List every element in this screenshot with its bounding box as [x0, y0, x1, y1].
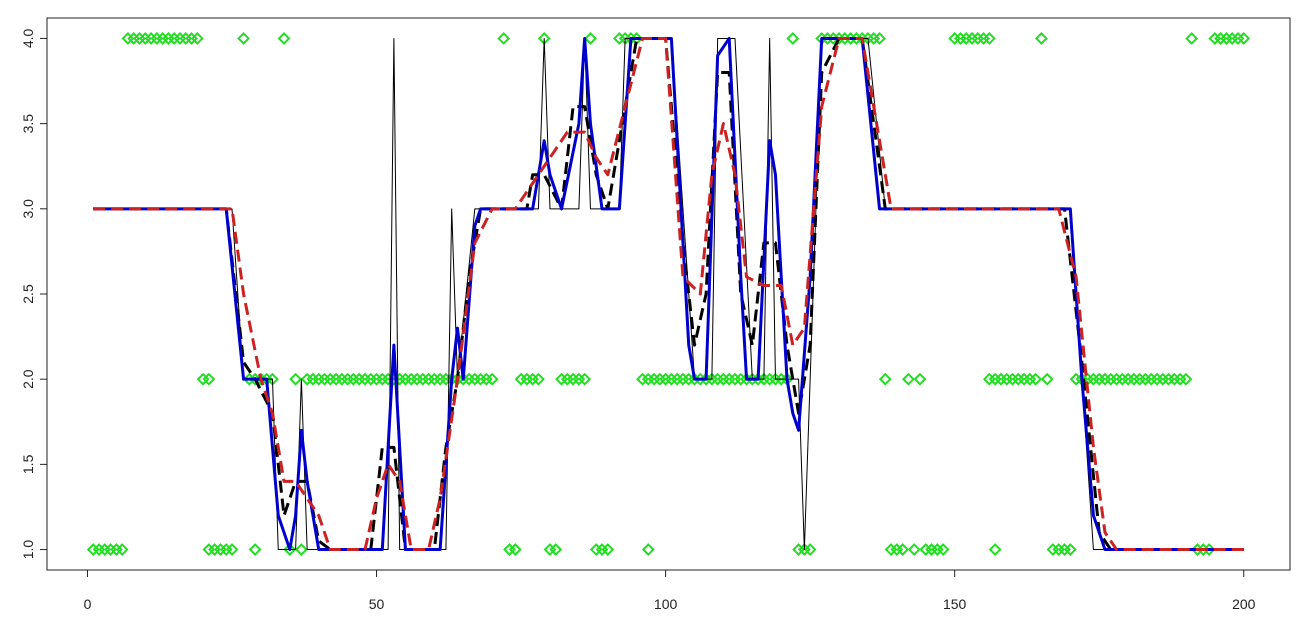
point: [913, 372, 927, 386]
point: [508, 543, 522, 556]
point: [1202, 543, 1216, 556]
y-tick-label: 1.0: [20, 540, 36, 560]
point: [202, 372, 216, 386]
point: [907, 543, 921, 556]
point: [584, 32, 597, 45]
x-tick-label: 50: [369, 596, 385, 612]
y-tick-label: 1.5: [20, 454, 36, 474]
point: [277, 32, 291, 45]
point: [497, 32, 511, 45]
point: [803, 543, 817, 556]
point: [902, 372, 915, 386]
point: [988, 543, 1002, 556]
point: [1040, 372, 1054, 386]
point: [225, 543, 239, 556]
point: [641, 543, 655, 556]
line: [93, 36, 1244, 552]
point: [532, 372, 545, 386]
point: [485, 372, 499, 386]
point: [237, 32, 250, 45]
point: [1029, 372, 1043, 386]
point: [294, 543, 308, 556]
line: [93, 37, 1244, 551]
y-tick-label: 4.0: [20, 29, 36, 49]
x-tick-label: 150: [943, 596, 967, 612]
point: [1185, 32, 1199, 45]
point: [936, 543, 950, 556]
point: [1237, 32, 1251, 45]
point: [601, 543, 615, 556]
point: [190, 32, 204, 45]
point: [248, 543, 262, 556]
line: [93, 36, 1244, 552]
point: [873, 32, 886, 45]
y-tick-label: 2.0: [20, 369, 36, 389]
y-tick-label: 3.5: [20, 114, 36, 134]
point: [878, 372, 892, 386]
point: [283, 543, 297, 556]
line: [93, 36, 1244, 552]
point: [896, 543, 910, 556]
point: [1034, 32, 1048, 45]
x-tick-label: 200: [1232, 596, 1256, 612]
point: [1063, 543, 1077, 556]
point: [289, 372, 303, 386]
point: [115, 543, 129, 556]
x-tick-label: 100: [654, 596, 678, 612]
y-tick-label: 3.0: [20, 199, 36, 219]
point: [982, 32, 996, 45]
x-tick-label: 0: [84, 596, 92, 612]
point: [786, 32, 800, 45]
point: [578, 372, 592, 386]
point: [1179, 372, 1193, 386]
point: [549, 543, 563, 556]
y-tick-label: 2.5: [20, 284, 36, 304]
